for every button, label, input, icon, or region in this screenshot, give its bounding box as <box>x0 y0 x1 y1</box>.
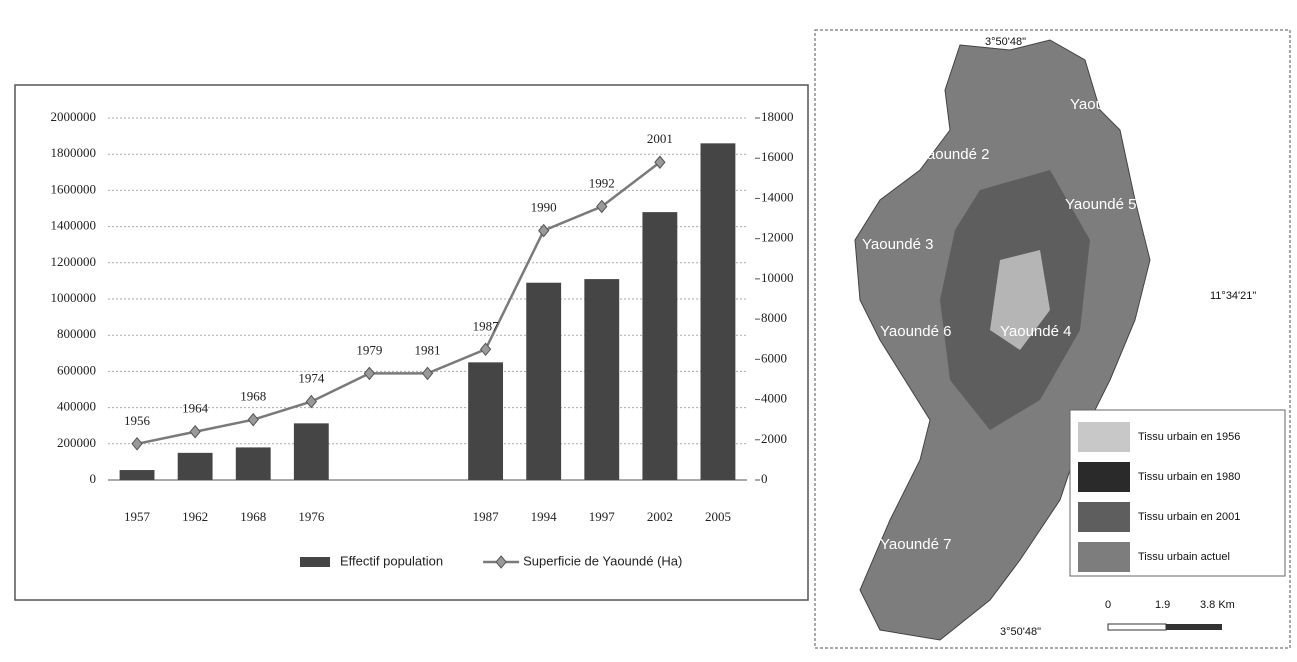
y2-tick-label: 2000 <box>761 431 787 446</box>
x-tick-label: 1976 <box>298 509 325 524</box>
bar <box>584 279 619 480</box>
bar <box>468 362 503 480</box>
coordinate: 11°34'21" <box>1210 290 1256 302</box>
scale-bar <box>1108 624 1166 630</box>
district-label: Yaoundé 5 <box>1065 196 1136 213</box>
district-label: Yaoundé 4 <box>1000 323 1071 340</box>
legend-swatch <box>1078 462 1130 492</box>
point-label: 1992 <box>589 175 615 190</box>
district-label: Yaoundé 6 <box>880 323 951 340</box>
figure: 3°50'48" 11°34'21" 3°50'48" Yaoundé 1 Ya… <box>0 0 1297 662</box>
y2-tick-label: 8000 <box>761 310 787 325</box>
scale-bar <box>1166 624 1222 630</box>
x-tick-label: 1994 <box>531 509 558 524</box>
y-tick-label: 800000 <box>57 326 96 341</box>
scale-label: 0 <box>1105 599 1111 611</box>
y-tick-label: 600000 <box>57 362 96 377</box>
y2-tick-label: 10000 <box>761 270 794 285</box>
bar <box>642 212 677 480</box>
legend-label: Tissu urbain en 1980 <box>1138 471 1240 483</box>
y-tick-label: 1000000 <box>51 290 97 305</box>
y2-tick-label: 12000 <box>761 230 794 245</box>
scale-label: 1.9 <box>1155 599 1170 611</box>
bar <box>701 143 736 480</box>
y-tick-label: 1800000 <box>51 145 97 160</box>
point-label: 1979 <box>356 342 382 357</box>
legend-label: Effectif population <box>340 553 443 568</box>
point-label: 1974 <box>298 371 325 386</box>
y-tick-label: 2000000 <box>51 109 97 124</box>
x-tick-label: 1987 <box>473 509 500 524</box>
x-tick-label: 1997 <box>589 509 616 524</box>
bar <box>236 447 271 480</box>
y-tick-label: 200000 <box>57 435 96 450</box>
y2-tick-label: 6000 <box>761 350 787 365</box>
legend-label: Superficie de Yaoundé (Ha) <box>523 553 682 568</box>
coordinate: 3°50'48" <box>1000 626 1041 638</box>
y-tick-label: 400000 <box>57 399 96 414</box>
legend-swatch <box>1078 542 1130 572</box>
page: 3°50'48" 11°34'21" 3°50'48" Yaoundé 1 Ya… <box>0 0 1297 662</box>
y-tick-label: 1200000 <box>51 254 97 269</box>
district-label: Yaoundé 7 <box>880 536 951 553</box>
y-tick-label: 0 <box>90 471 97 486</box>
x-tick-label: 1962 <box>182 509 208 524</box>
map: 3°50'48" 11°34'21" 3°50'48" Yaoundé 1 Ya… <box>815 30 1290 648</box>
legend-swatch <box>1078 422 1130 452</box>
x-tick-label: 2002 <box>647 509 673 524</box>
point-label: 1990 <box>531 200 557 215</box>
legend-label: Tissu urbain en 2001 <box>1138 511 1240 523</box>
coordinate: 3°50'48" <box>985 36 1026 48</box>
point-label: 1968 <box>240 389 266 404</box>
y-tick-label: 1600000 <box>51 181 97 196</box>
point-label: 1981 <box>415 342 441 357</box>
point-label: 1987 <box>473 318 500 333</box>
district-label: Yaoundé 1 <box>1070 96 1141 113</box>
y2-tick-label: 0 <box>761 471 768 486</box>
point-label: 1964 <box>182 401 209 416</box>
point-label: 1956 <box>124 413 151 428</box>
x-tick-label: 1968 <box>240 509 266 524</box>
y2-tick-label: 4000 <box>761 391 787 406</box>
x-tick-label: 2005 <box>705 509 731 524</box>
y2-tick-label: 16000 <box>761 149 794 164</box>
y2-tick-label: 18000 <box>761 109 794 124</box>
district-label: Yaoundé 2 <box>918 146 989 163</box>
bar <box>526 283 561 480</box>
legend-swatch <box>300 557 330 567</box>
y-tick-label: 1400000 <box>51 218 97 233</box>
y2-tick-label: 14000 <box>761 189 794 204</box>
bar <box>178 453 213 480</box>
point-label: 2001 <box>647 131 673 146</box>
legend-label: Tissu urbain en 1956 <box>1138 431 1240 443</box>
legend-swatch <box>1078 502 1130 532</box>
x-tick-label: 1957 <box>124 509 151 524</box>
bar <box>294 423 329 480</box>
legend-label: Tissu urbain actuel <box>1138 551 1230 563</box>
scale-label: 3.8 Km <box>1200 599 1235 611</box>
bar <box>120 470 155 480</box>
district-label: Yaoundé 3 <box>862 236 933 253</box>
